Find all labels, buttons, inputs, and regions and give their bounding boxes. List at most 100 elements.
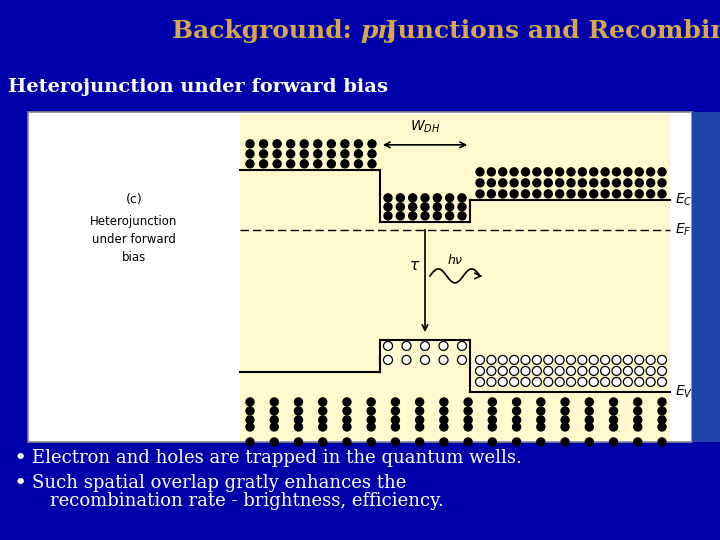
- Circle shape: [246, 438, 254, 446]
- Circle shape: [510, 367, 518, 375]
- Circle shape: [464, 438, 472, 446]
- Circle shape: [246, 398, 254, 406]
- Circle shape: [433, 203, 441, 211]
- Circle shape: [446, 203, 454, 211]
- Text: $E_V$: $E_V$: [675, 384, 693, 400]
- Circle shape: [409, 203, 417, 211]
- Circle shape: [440, 407, 448, 415]
- Circle shape: [439, 341, 448, 350]
- Circle shape: [585, 407, 593, 415]
- Circle shape: [259, 160, 268, 168]
- Circle shape: [259, 150, 268, 158]
- Circle shape: [578, 168, 586, 176]
- Circle shape: [578, 190, 586, 198]
- Circle shape: [600, 377, 610, 387]
- Circle shape: [578, 355, 587, 364]
- Circle shape: [610, 423, 618, 431]
- Circle shape: [392, 398, 400, 406]
- Bar: [240, 114, 670, 440]
- Circle shape: [544, 367, 553, 375]
- Circle shape: [635, 355, 644, 364]
- Text: •: •: [14, 448, 27, 468]
- Circle shape: [354, 150, 362, 158]
- Circle shape: [300, 140, 308, 148]
- Circle shape: [585, 423, 593, 431]
- Circle shape: [392, 416, 400, 424]
- Circle shape: [273, 140, 281, 148]
- Text: $W_{DH}$: $W_{DH}$: [410, 118, 440, 135]
- Circle shape: [464, 398, 472, 406]
- Circle shape: [658, 423, 666, 431]
- Circle shape: [537, 398, 545, 406]
- Circle shape: [498, 367, 508, 375]
- Circle shape: [402, 341, 411, 350]
- Circle shape: [521, 377, 530, 387]
- Circle shape: [624, 355, 632, 364]
- Circle shape: [270, 407, 278, 415]
- Circle shape: [259, 140, 268, 148]
- Circle shape: [585, 416, 593, 424]
- Circle shape: [658, 168, 666, 176]
- Circle shape: [464, 416, 472, 424]
- Circle shape: [561, 407, 569, 415]
- Circle shape: [457, 355, 467, 364]
- Circle shape: [396, 194, 405, 202]
- Circle shape: [567, 168, 575, 176]
- Circle shape: [433, 194, 441, 202]
- Circle shape: [634, 423, 642, 431]
- Circle shape: [343, 438, 351, 446]
- Text: (c): (c): [125, 193, 143, 206]
- Circle shape: [612, 367, 621, 375]
- Circle shape: [624, 179, 632, 187]
- Circle shape: [533, 179, 541, 187]
- Circle shape: [367, 398, 375, 406]
- Text: recombination rate - brightness, efficiency.: recombination rate - brightness, efficie…: [50, 492, 444, 510]
- Text: $\tau$: $\tau$: [410, 258, 420, 273]
- Circle shape: [246, 140, 254, 148]
- Circle shape: [287, 160, 294, 168]
- Circle shape: [601, 190, 609, 198]
- Circle shape: [634, 398, 642, 406]
- Circle shape: [458, 194, 466, 202]
- Circle shape: [396, 212, 405, 220]
- Circle shape: [544, 377, 553, 387]
- Circle shape: [578, 377, 587, 387]
- Circle shape: [421, 212, 429, 220]
- Circle shape: [521, 190, 529, 198]
- Circle shape: [555, 377, 564, 387]
- Circle shape: [446, 194, 454, 202]
- Circle shape: [590, 168, 598, 176]
- Circle shape: [294, 398, 302, 406]
- Circle shape: [544, 190, 552, 198]
- Circle shape: [464, 423, 472, 431]
- Circle shape: [567, 190, 575, 198]
- Circle shape: [532, 377, 541, 387]
- Circle shape: [513, 416, 521, 424]
- Circle shape: [328, 150, 336, 158]
- Circle shape: [499, 190, 507, 198]
- Circle shape: [612, 377, 621, 387]
- Text: Junctions and Recombination: Junctions and Recombination: [377, 19, 720, 43]
- Circle shape: [510, 168, 518, 176]
- Circle shape: [578, 367, 587, 375]
- Circle shape: [246, 423, 254, 431]
- Circle shape: [246, 407, 254, 415]
- Circle shape: [367, 407, 375, 415]
- Circle shape: [384, 341, 392, 350]
- Circle shape: [567, 179, 575, 187]
- Circle shape: [294, 407, 302, 415]
- Circle shape: [409, 194, 417, 202]
- Circle shape: [475, 377, 485, 387]
- Circle shape: [567, 355, 575, 364]
- Circle shape: [521, 168, 529, 176]
- Circle shape: [567, 377, 575, 387]
- Circle shape: [319, 407, 327, 415]
- Circle shape: [610, 416, 618, 424]
- Circle shape: [556, 168, 564, 176]
- Circle shape: [368, 140, 376, 148]
- Circle shape: [420, 355, 430, 364]
- Circle shape: [270, 423, 278, 431]
- Circle shape: [270, 398, 278, 406]
- Circle shape: [613, 168, 621, 176]
- Circle shape: [354, 140, 362, 148]
